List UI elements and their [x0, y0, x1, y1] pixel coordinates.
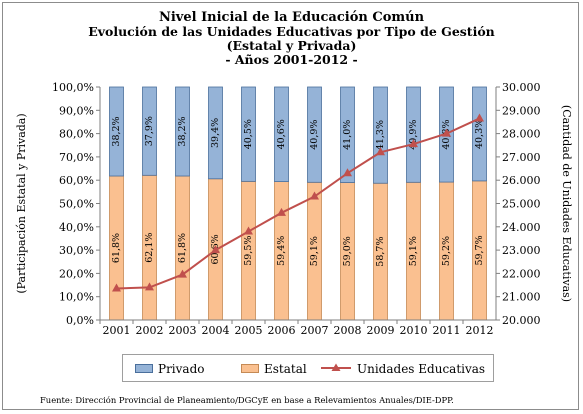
x-tick-label-2009: 2009 [367, 324, 395, 337]
y-tick-label-left-0: 0,0% [66, 314, 94, 327]
data-label-estatal-2001: 61,8% [111, 233, 122, 263]
y-tick-label-right-1: 21.000 [502, 291, 541, 304]
data-label-estatal-2012: 59,7% [474, 235, 485, 265]
y-tick-label-left-5: 50,0% [59, 198, 94, 211]
chart-subtitle-line-3: - Años 2001-2012 - [225, 52, 358, 67]
data-label-estatal-2003: 61,8% [177, 233, 188, 263]
y-tick-label-left-8: 80,0% [59, 128, 94, 141]
bar-privado-2009 [373, 86, 388, 184]
x-tick-label-2011: 2011 [433, 324, 461, 337]
data-label-privado-2012: 40,3% [474, 119, 485, 149]
legend: Privado Estatal Unidades Educativas [122, 354, 494, 382]
data-label-privado-2009: 41,3% [375, 120, 386, 150]
legend-label-privado: Privado [158, 362, 205, 376]
legend-line-unidades-icon [321, 363, 351, 371]
bar-privado-2010 [406, 86, 421, 183]
chart-subtitle-line-2: (Estatal y Privada) [226, 38, 357, 53]
x-tick-label-2007: 2007 [301, 324, 329, 337]
y-tick-label-right-4: 24.000 [502, 221, 541, 234]
marker-unidades-2001 [112, 283, 121, 292]
y-tick-label-right-0: 20.000 [502, 314, 541, 327]
data-label-estatal-2008: 59,0% [342, 236, 353, 266]
y-tick-label-right-10: 30.000 [502, 81, 541, 94]
chart-plot: 61,8% 38,2% 2001 62,1% 37,9% 2002 61,8% 38,2% 20… [15, 81, 573, 337]
y-tick-label-left-7: 70,0% [59, 151, 94, 164]
y-tick-label-left-9: 90,0% [59, 104, 94, 117]
y-tick-label-right-3: 23.000 [502, 244, 541, 257]
bar-privado-2003 [175, 86, 190, 177]
y-tick-label-right-9: 29.000 [502, 104, 541, 117]
marker-unidades-2003 [178, 269, 187, 278]
y-tick-label-left-4: 40,0% [59, 221, 94, 234]
data-label-estatal-2006: 59,4% [276, 236, 287, 266]
bar-privado-2005 [241, 86, 256, 182]
legend-swatch-estatal [241, 364, 259, 373]
data-label-privado-2006: 40,6% [276, 119, 287, 149]
x-tick-label-2001: 2001 [103, 324, 131, 337]
y-tick-label-left-6: 60,0% [59, 174, 94, 187]
y-tick-label-left-2: 20,0% [59, 267, 94, 280]
chart-title: Nivel Inicial de la Educación Común [158, 10, 425, 25]
data-label-privado-2004: 39,4% [210, 118, 221, 148]
x-tick-label-2005: 2005 [235, 324, 263, 337]
y-tick-label-left-3: 30,0% [59, 244, 94, 257]
x-tick-label-2010: 2010 [400, 324, 428, 337]
marker-unidades-2010 [409, 139, 418, 148]
marker-unidades-2006 [277, 207, 286, 216]
legend-swatch-privado [135, 364, 153, 373]
data-label-privado-2002: 37,9% [144, 116, 155, 146]
data-label-privado-2003: 38,2% [177, 116, 188, 146]
y-tick-label-right-2: 22.000 [502, 267, 541, 280]
chart-subtitle-line-1: Evolución de las Unidades Educativas por… [88, 24, 495, 39]
y-axis-label-right: (Cantidad de Unidades Educativas) [560, 105, 573, 302]
x-tick-label-2006: 2006 [268, 324, 296, 337]
x-tick-label-2002: 2002 [136, 324, 164, 337]
line-unidades-educativas [116, 117, 480, 290]
y-axis-label-left: (Participación Estatal y Privada) [15, 113, 28, 293]
legend-label-estatal: Estatal [264, 362, 307, 376]
data-label-privado-2005: 40,5% [243, 119, 254, 149]
y-tick-label-right-6: 26.000 [502, 174, 541, 187]
data-label-privado-2007: 40,9% [309, 120, 320, 150]
bar-privado-2007 [307, 86, 322, 183]
data-label-estatal-2011: 59,2% [441, 236, 452, 266]
legend-label-unidades: Unidades Educativas [357, 362, 486, 376]
x-tick-label-2008: 2008 [334, 324, 362, 337]
marker-unidades-2012 [475, 113, 484, 122]
bar-privado-2001 [109, 86, 124, 177]
data-label-privado-2008: 41,0% [342, 120, 353, 150]
data-label-privado-2001: 38,2% [111, 116, 122, 146]
data-label-estatal-2010: 59,1% [408, 236, 419, 266]
marker-unidades-2009 [376, 147, 385, 156]
data-label-estatal-2005: 59,5% [243, 236, 254, 266]
y-tick-label-right-7: 27.000 [502, 151, 541, 164]
marker-unidades-2007 [310, 191, 319, 200]
bar-privado-2006 [274, 86, 289, 182]
data-label-estatal-2009: 58,7% [375, 237, 386, 267]
y-tick-label-right-8: 28.000 [502, 128, 541, 141]
marker-unidades-2011 [442, 128, 451, 137]
bar-privado-2012 [472, 86, 487, 182]
source-note: Fuente: Dirección Provincial de Planeami… [40, 395, 454, 405]
x-tick-label-2012: 2012 [466, 324, 494, 337]
y-tick-label-right-5: 25.000 [502, 198, 541, 211]
marker-unidades-2002 [145, 282, 154, 291]
y-tick-label-left-1: 10,0% [59, 291, 94, 304]
data-label-estatal-2007: 59,1% [309, 236, 320, 266]
bar-privado-2004 [208, 86, 223, 180]
x-tick-label-2003: 2003 [169, 324, 197, 337]
bar-privado-2008 [340, 86, 355, 183]
marker-unidades-2005 [244, 226, 253, 235]
bar-privado-2002 [142, 86, 157, 176]
x-tick-label-2004: 2004 [202, 324, 230, 337]
data-label-privado-2010: 40,9% [408, 120, 419, 150]
data-label-estatal-2002: 62,1% [144, 233, 155, 263]
marker-unidades-2008 [343, 168, 352, 177]
y-tick-label-left-10: 100,0% [52, 81, 94, 94]
marker-unidades-2004 [211, 245, 220, 254]
